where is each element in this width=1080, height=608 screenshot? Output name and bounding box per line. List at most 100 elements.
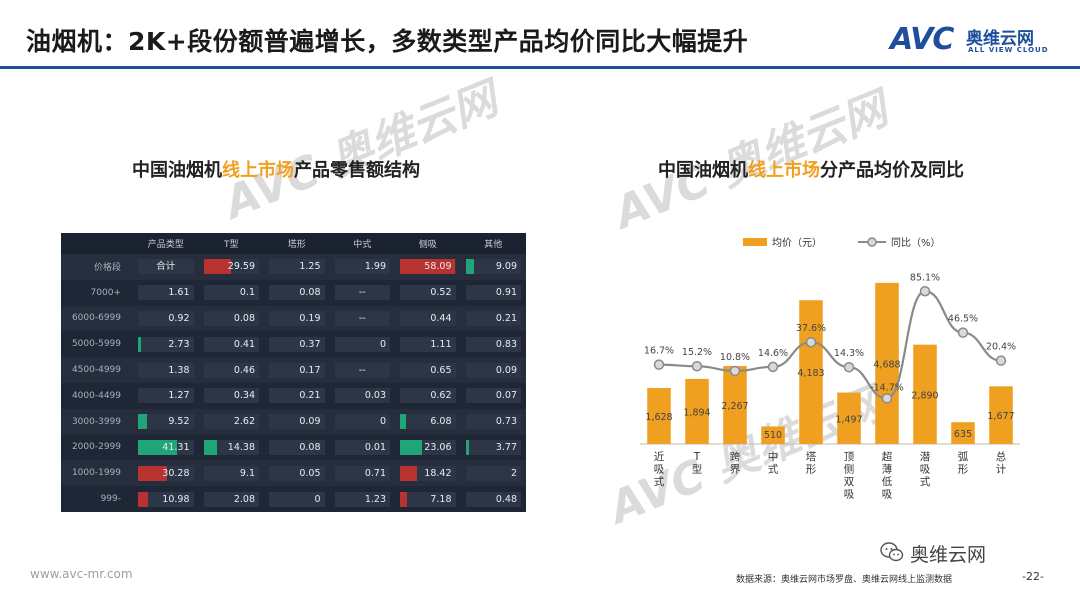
cell-bar xyxy=(138,336,141,352)
cell-value-box: 0.41 xyxy=(203,336,259,352)
cell-value-box: 2 xyxy=(465,465,521,481)
avg-price-chart: 均价（元） 同比（%） 1,628 1,894 2,267 510 4,183 1,497 4,… xyxy=(640,237,1020,501)
category-label: 吸 xyxy=(882,489,893,501)
cell-bar xyxy=(400,491,407,507)
cell-value-box: 0.21 xyxy=(465,310,521,326)
cell-value-box: 2.62 xyxy=(203,414,259,430)
category-label: 吸 xyxy=(844,489,855,501)
table-cell: 6.08 xyxy=(395,408,461,435)
structure-table: 产品类型 T型 塔形 中式 侧吸 其他 价格段 合计 29.59 1.25 1.99 58.09 9.… xyxy=(61,233,526,512)
cell-text: 9.52 xyxy=(168,416,190,428)
category-label: 低 xyxy=(882,475,893,488)
cell-text: 1.27 xyxy=(168,390,190,402)
cell-text: 1.99 xyxy=(364,261,386,273)
category-label: 式 xyxy=(768,463,779,476)
bar-data-label: 1,628 xyxy=(645,412,672,423)
cell-bar xyxy=(138,491,149,507)
line-data-label: 37.6% xyxy=(796,323,826,334)
cell-bar xyxy=(138,439,177,455)
legend-label: 同比（%） xyxy=(891,237,941,249)
table-cell: 0.1 xyxy=(198,279,264,306)
table-cell: 1.27 xyxy=(133,382,199,409)
table-header-cell: 塔形 xyxy=(264,233,330,254)
bar-data-label: 2,890 xyxy=(911,390,938,401)
category-label: 超 xyxy=(882,450,893,463)
line-point xyxy=(729,365,741,377)
cell-value-box: 0.62 xyxy=(400,388,456,404)
table-row: 3000-3999 9.52 2.62 0.09 0 6.08 0.73 xyxy=(61,408,526,435)
table-cell: 30.28 xyxy=(133,460,199,487)
cell-value-box: 1.99 xyxy=(334,259,390,275)
cell-text: 0 xyxy=(379,338,386,350)
title-highlight: 线上市场 xyxy=(748,160,820,181)
bar xyxy=(761,426,785,444)
table-cell: 7.18 xyxy=(395,486,461,512)
row-label: 价格段 xyxy=(61,254,133,280)
table-cell: 0.37 xyxy=(264,331,330,358)
cell-value-box: 0.73 xyxy=(465,414,521,430)
table-cell: 1.23 xyxy=(329,486,395,512)
table-cell: 9.1 xyxy=(198,460,264,487)
cell-text: 0.65 xyxy=(430,364,452,376)
table-row: 5000-5999 2.73 0.41 0.37 0 1.11 0.83 xyxy=(61,331,526,358)
table-cell: 1.38 xyxy=(133,357,199,383)
cell-value-box: 29.59 xyxy=(203,259,259,275)
cell-text: 0.09 xyxy=(495,364,517,376)
cell-value-box: 0.05 xyxy=(269,465,325,481)
retail-structure-table: 产品类型 T型 塔形 中式 侧吸 其他 价格段 合计 29.59 1.25 1.99 58.09 9.… xyxy=(61,233,526,512)
cell-text: 0.34 xyxy=(233,390,255,402)
left-panel-title: 中国油烟机线上市场产品零售额结构 xyxy=(132,156,420,182)
table-cell: 9.52 xyxy=(133,408,199,435)
bar-data-label: 4,688 xyxy=(873,359,900,370)
title-prefix: 中国油烟机 xyxy=(658,160,748,181)
category-label: T xyxy=(693,451,701,463)
category-label: 式 xyxy=(654,475,665,488)
cell-value-box: 14.38 xyxy=(203,439,259,455)
row-label: 4000-4499 xyxy=(61,382,133,409)
row-label: 6000-6999 xyxy=(61,305,133,332)
table-body: 价格段 合计 29.59 1.25 1.99 58.09 9.09 7000+ 1.61 0.1 0… xyxy=(61,254,526,512)
table-header-cell: 产品类型 xyxy=(133,233,199,254)
line-point xyxy=(919,286,931,297)
cell-value-box: 0.34 xyxy=(203,388,259,404)
cell-text: 0.17 xyxy=(299,364,321,376)
bar-data-label: 1,497 xyxy=(835,414,862,425)
table-row: 6000-6999 0.92 0.08 0.19 -- 0.44 0.21 xyxy=(61,305,526,332)
table-cell: 2.62 xyxy=(198,408,264,435)
line-point xyxy=(957,327,969,338)
cell-text: 6.08 xyxy=(430,416,452,428)
row-label: 5000-5999 xyxy=(61,331,133,358)
table-cell: 0.09 xyxy=(264,408,330,435)
table-header-cell xyxy=(61,233,133,254)
cell-text: 0.08 xyxy=(233,312,255,324)
cell-value-box: 0.48 xyxy=(465,491,521,507)
table-row: 999- 10.98 2.08 0 1.23 7.18 0.48 xyxy=(61,486,526,512)
cell-value-box: 0.07 xyxy=(465,388,521,404)
table-cell: 2.08 xyxy=(198,486,264,512)
table-header-cell: T型 xyxy=(198,233,264,254)
cell-text: 0.92 xyxy=(168,312,190,324)
cell-text: 2.73 xyxy=(168,338,190,350)
cell-bar xyxy=(465,259,475,275)
table-row: 1000-1999 30.28 9.1 0.05 0.71 18.42 2 xyxy=(61,460,526,487)
category-label: 中 xyxy=(768,450,779,463)
table-cell: 0.83 xyxy=(460,331,526,358)
table-cell: 0.71 xyxy=(329,460,395,487)
table-cell: -- xyxy=(329,305,395,332)
cell-value-box: -- xyxy=(334,285,390,301)
bar-data-label: 510 xyxy=(764,430,782,441)
footer-url[interactable]: www.avc-mr.com xyxy=(30,567,133,581)
table-cell: 41.31 xyxy=(133,434,199,461)
line-data-label: 85.1% xyxy=(910,272,940,283)
cell-value-box: 1.25 xyxy=(269,259,325,275)
cell-value-box: 0.1 xyxy=(203,285,259,301)
line-data-label: 46.5% xyxy=(948,314,978,325)
slide-title: 油烟机：2K+段份额普遍增长，多数类型产品均价同比大幅提升 xyxy=(26,27,749,56)
category-label: 式 xyxy=(920,475,931,488)
cell-value-box: 2.08 xyxy=(203,491,259,507)
table-cell: 1.99 xyxy=(329,254,395,280)
cell-text: 1.23 xyxy=(364,493,386,505)
cell-value-box: 58.09 xyxy=(400,259,456,275)
table-cell: 9.09 xyxy=(460,254,526,280)
cell-value-box: 0.52 xyxy=(400,285,456,301)
